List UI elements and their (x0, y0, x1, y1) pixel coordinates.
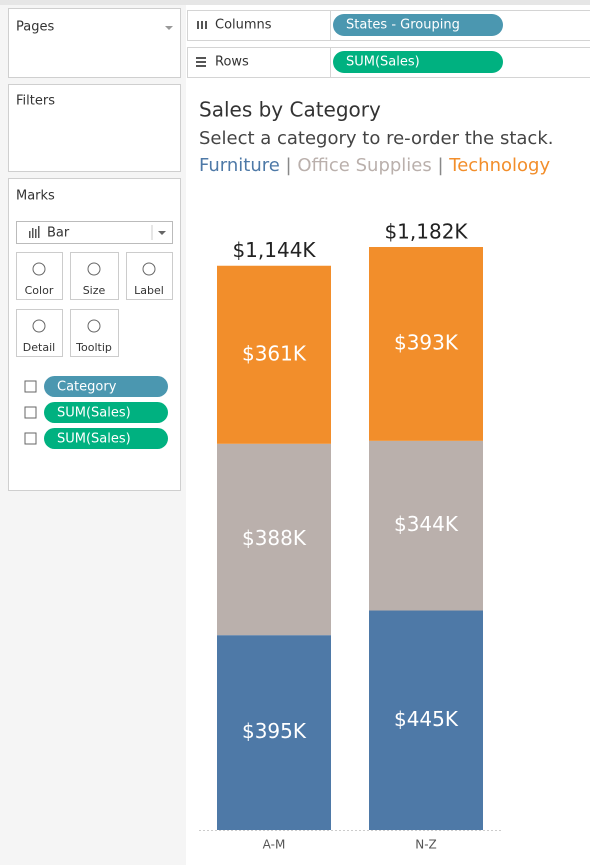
legend: Furniture | Office Supplies | Technology (199, 155, 550, 176)
pill[interactable] (44, 376, 168, 397)
marks-label: Marks (16, 189, 55, 204)
value-label: $344K (394, 512, 459, 536)
value-label: $395K (242, 719, 307, 743)
mark-button[interactable] (70, 252, 119, 300)
mark-pills: Category SUM(Sales) SUM(Sales) (24, 376, 168, 449)
legend-entry[interactable]: Office Supplies (297, 155, 431, 176)
bar-segment[interactable] (217, 443, 331, 636)
total-label: $1,182K (384, 220, 468, 244)
pill-text: Category (57, 380, 117, 395)
legend-entry[interactable]: Furniture (199, 155, 280, 176)
value-label: $361K (242, 341, 307, 365)
dropdown-arrow[interactable] (158, 231, 166, 235)
mark-button[interactable] (70, 309, 119, 357)
bar-segment[interactable] (369, 247, 483, 441)
button-icon (87, 262, 101, 276)
total-label: $1,144K (232, 238, 316, 262)
rows-icon (196, 57, 206, 67)
mark-button[interactable] (126, 252, 173, 300)
x-tick-label: A-M (263, 838, 286, 852)
mark-type: Bar (47, 226, 70, 241)
chart-subtitle: Select a category to re-order the stack. (199, 128, 553, 149)
bar-segment[interactable] (369, 440, 483, 611)
columns-pill-text: States - Grouping (346, 18, 460, 33)
columns-label: Columns (215, 18, 272, 33)
value-label: $393K (394, 330, 459, 354)
value-label: $445K (394, 707, 459, 731)
pill-icon (24, 406, 37, 419)
dropdown-arrow[interactable] (165, 26, 173, 30)
rows-label: Rows (215, 55, 249, 70)
legend-separator: | (280, 155, 298, 176)
filters-card[interactable] (8, 84, 181, 172)
pill-icon (24, 432, 37, 445)
top-strip (0, 0, 590, 5)
button-label: Size (83, 284, 106, 297)
button-label: Color (25, 284, 54, 297)
legend-separator: | (432, 155, 450, 176)
pill[interactable] (44, 428, 168, 449)
mark-button[interactable] (16, 252, 63, 300)
bar-icon (29, 226, 40, 238)
bar-segment[interactable] (369, 610, 483, 830)
filters-label: Filters (16, 94, 55, 109)
columns-icon (197, 21, 207, 29)
value-label: $388K (242, 526, 307, 550)
button-icon (32, 262, 46, 276)
x-tick-label: N-Z (415, 838, 437, 852)
rows-pill-text: SUM(Sales) (346, 55, 420, 70)
columns-pill[interactable] (333, 14, 503, 36)
pill[interactable] (44, 402, 168, 423)
button-label: Label (134, 284, 164, 297)
mark-buttons: Color Size Label Detail Tooltip (16, 252, 173, 357)
pages-label: Pages (16, 20, 54, 35)
rows-pill[interactable] (333, 51, 503, 73)
pill-text: SUM(Sales) (57, 406, 131, 421)
mark-button[interactable] (16, 309, 63, 357)
bar-segment[interactable] (217, 635, 331, 830)
legend-entry[interactable]: Technology (448, 155, 550, 176)
bar-segment[interactable] (217, 265, 331, 444)
pages-card[interactable] (8, 8, 181, 78)
pill-text: SUM(Sales) (57, 432, 131, 447)
button-label: Detail (23, 341, 55, 354)
button-icon (87, 319, 101, 333)
mark-type-dropdown[interactable] (16, 221, 173, 244)
button-icon (142, 262, 156, 276)
button-icon (32, 319, 46, 333)
pill-icon (24, 380, 37, 393)
button-label: Tooltip (75, 341, 112, 354)
chart-title: Sales by Category (199, 98, 381, 122)
